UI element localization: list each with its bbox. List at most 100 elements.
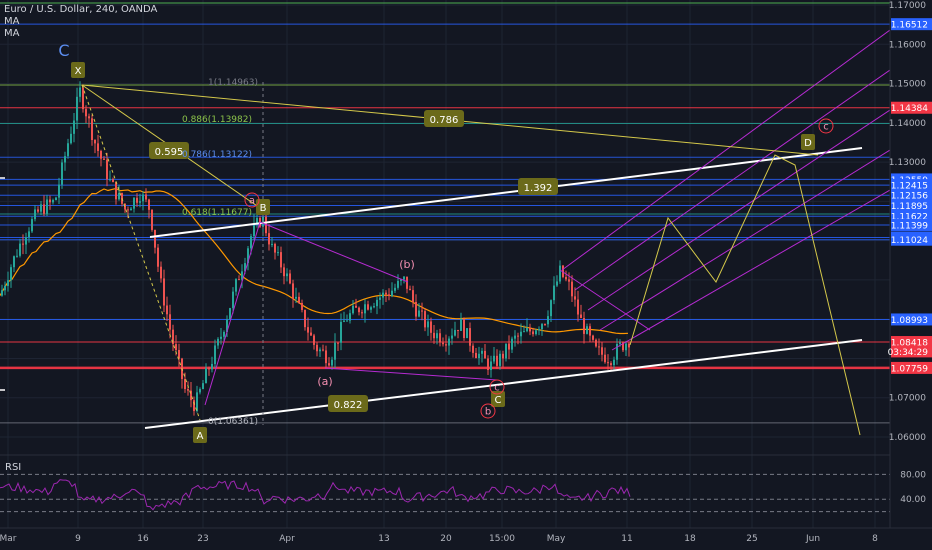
rsi-tick: 80.00	[900, 470, 926, 480]
candle-body	[517, 335, 519, 337]
wave-label: (b)	[399, 258, 415, 271]
ma-indicator-label[interactable]: MA	[4, 28, 20, 39]
candle-body	[553, 285, 555, 301]
candle-body	[592, 335, 594, 340]
candle-body	[589, 326, 591, 336]
candle-body	[271, 243, 273, 245]
candle-body	[583, 318, 585, 334]
price-tick: 1.17000	[889, 1, 926, 11]
candle-body	[463, 319, 465, 339]
candle-body	[241, 271, 243, 280]
time-tick: Jun	[805, 534, 820, 544]
ratio-label: 0.595	[155, 147, 184, 158]
candle-body	[616, 343, 618, 360]
time-tick: 13	[378, 534, 389, 544]
candle-body	[136, 197, 138, 203]
candle-body	[1, 290, 3, 296]
candle-body	[493, 355, 495, 362]
candle-body	[211, 363, 213, 370]
candle-body	[229, 308, 231, 320]
candle-body	[34, 209, 36, 220]
candle-body	[313, 335, 315, 345]
time-axis[interactable]: Mar 9 16 23 Apr 13 20 15:00 May 11 18 25 Jun 8	[0, 527, 932, 544]
candle-body	[472, 345, 474, 353]
candle-body	[352, 305, 354, 314]
time-tick: 25	[746, 534, 757, 544]
candle-body	[4, 285, 6, 291]
candle-body	[343, 320, 345, 322]
candle-body	[94, 139, 96, 144]
candle-body	[406, 276, 408, 289]
candle-body	[238, 279, 240, 281]
candle-body	[433, 332, 435, 339]
candle-body	[142, 194, 144, 202]
candle-body	[541, 324, 543, 330]
candle-body	[226, 319, 228, 332]
candle-body	[370, 307, 372, 310]
candle-body	[208, 368, 210, 370]
candle-body	[595, 339, 597, 347]
candle-body	[22, 243, 24, 245]
candle-body	[409, 288, 411, 291]
candle-body	[586, 326, 588, 334]
candle-body	[364, 304, 366, 314]
candle-body	[298, 296, 300, 303]
ratio-label: 0.822	[334, 400, 363, 411]
fib-level-label: 0.886(1.13982)	[182, 115, 252, 125]
candle-body	[511, 338, 513, 350]
candle-body	[97, 143, 99, 151]
pitchfork-line	[559, 269, 651, 331]
candle-body	[628, 343, 630, 348]
candle-body	[157, 247, 159, 267]
wave-label: X	[75, 66, 82, 77]
candle-body	[118, 193, 120, 200]
candle-body	[469, 328, 471, 346]
candle-body	[16, 255, 18, 257]
candle-body	[478, 353, 480, 359]
candle-body	[385, 292, 387, 295]
candle-body	[196, 392, 198, 412]
candle-body	[103, 158, 105, 160]
candle-body	[346, 320, 348, 322]
candle-body	[529, 328, 531, 332]
candle-body	[295, 296, 297, 299]
price-tag	[891, 189, 932, 202]
wave-label: D	[804, 138, 812, 149]
candle-body	[559, 265, 561, 282]
ma-indicator-label[interactable]: MA	[4, 16, 20, 27]
time-tick: 23	[197, 534, 208, 544]
candle-body	[214, 345, 216, 364]
candle-body	[388, 294, 390, 297]
rsi-pane: RSI	[0, 454, 890, 513]
candle-body	[67, 143, 69, 157]
pitchfork-line	[587, 109, 891, 311]
candle-body	[439, 333, 441, 343]
ratio-label-box	[328, 395, 368, 412]
price-axis-bg	[890, 0, 932, 550]
candle-body	[373, 306, 375, 308]
symbol-title[interactable]: Euro / U.S. Dollar, 240, OANDA	[4, 4, 158, 15]
wave-label: (a)	[317, 375, 332, 388]
candle-body	[286, 273, 288, 277]
candle-body	[76, 96, 78, 121]
wave-label: C	[495, 395, 502, 406]
candle-body	[58, 184, 60, 198]
channel-upper-line	[149, 147, 863, 238]
candle-body	[109, 179, 111, 181]
wave-label-box	[71, 62, 85, 78]
candle-body	[73, 120, 75, 134]
pitchfork-line	[599, 149, 891, 331]
price-tag-label: 1.08993	[891, 316, 928, 326]
candle-body	[250, 236, 252, 249]
candle-body	[7, 280, 9, 286]
xa-diagonal	[81, 84, 201, 421]
price-tag-label: 1.11622	[891, 213, 928, 223]
candle-body	[19, 243, 21, 256]
candle-body	[550, 300, 552, 317]
candle-body	[556, 281, 558, 286]
candle-body	[397, 281, 399, 288]
candle-body	[232, 291, 234, 309]
